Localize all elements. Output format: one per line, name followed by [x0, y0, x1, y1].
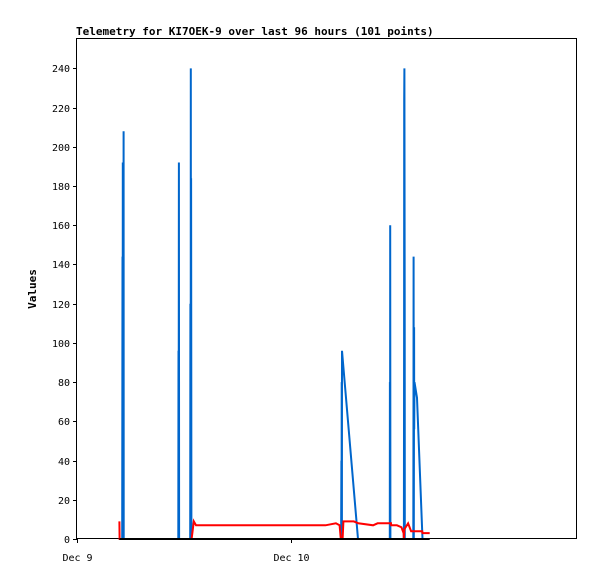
y-tick-label: 100 — [52, 339, 70, 350]
y-tick-label: 120 — [52, 300, 70, 311]
y-tick-label: 40 — [58, 457, 70, 468]
series-layer — [118, 68, 430, 540]
y-tick-label: 140 — [52, 260, 70, 271]
chart-title: Telemetry for KI7OEK-9 over last 96 hour… — [76, 25, 434, 38]
y-tick-label: 220 — [52, 104, 70, 115]
x-tick-label: Dec 9 — [62, 553, 92, 564]
y-tick-label: 200 — [52, 143, 70, 154]
y-tick-label: 160 — [52, 221, 70, 232]
y-axis: 0 20 40 60 80 100 120 140 160 180 200 220 240 — [52, 64, 77, 546]
y-tick-label: 240 — [52, 64, 70, 75]
y-tick-label: 60 — [58, 417, 70, 428]
y-tick-label: 180 — [52, 182, 70, 193]
y-tick-label: 80 — [58, 378, 70, 389]
y-tick-label: 0 — [64, 535, 70, 546]
x-tick-label: Dec 10 — [273, 553, 309, 564]
plot-area — [76, 38, 577, 539]
series-line — [118, 518, 430, 540]
y-axis-label: Values — [26, 269, 39, 309]
y-tick-label: 20 — [58, 496, 70, 507]
x-axis: Dec 9 Dec 10 — [62, 539, 310, 564]
